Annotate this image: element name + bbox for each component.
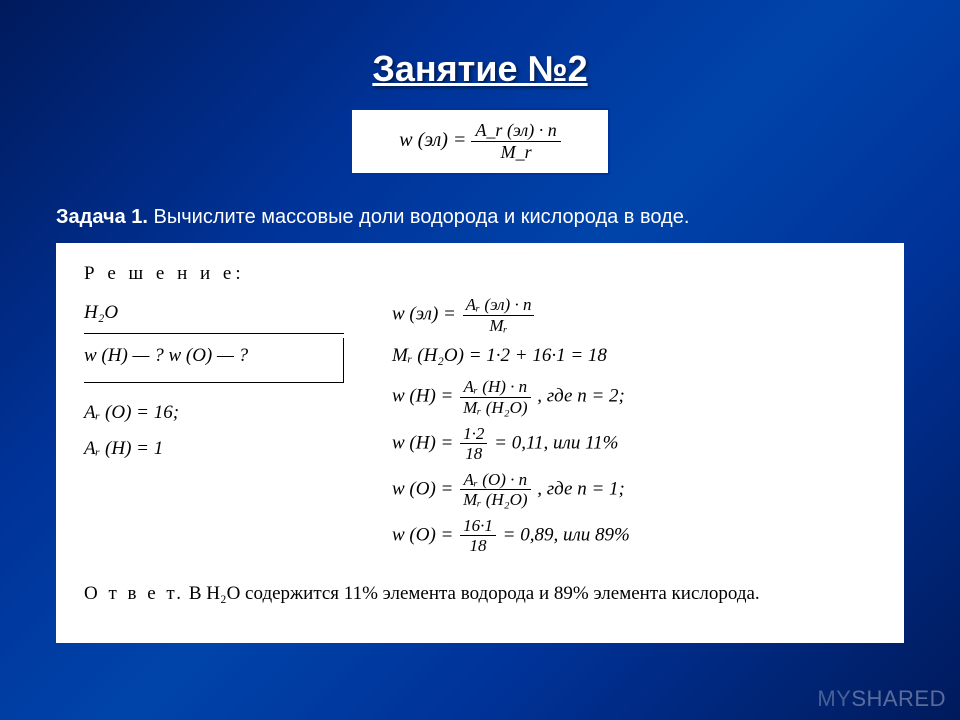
calc-line-5: w (O) = Aᵣ (O) · n Mᵣ (H₂O) , где n = 1; [392,470,876,510]
ar-oxygen: Aᵣ (O) = 16; [84,395,344,431]
main-formula: w (эл) = A_r (эл) · n M_r [350,108,610,175]
ar-hydrogen: Aᵣ (H) = 1 [84,431,344,467]
answer-label: О т в е т. [84,583,184,604]
formula-fraction: A_r (эл) · n M_r [471,120,560,163]
answer-text: В H₂O содержится 11% элемента водорода и… [189,583,760,604]
l5-tail: , где n = 1; [537,478,625,499]
formula-numerator: A_r (эл) · n [471,120,560,142]
l1-lhs: w (эл) = [392,303,456,324]
calc-line-6: w (O) = 16·1 18 = 0,89, или 89% [392,516,876,556]
formula-lhs: w (эл) = [399,129,466,151]
l1-num: Aᵣ (эл) · n [463,295,535,316]
l6-tail: = 0,89, или 89% [503,524,630,545]
l6-frac: 16·1 18 [460,516,496,556]
l3-lhs: w (H) = [392,386,453,407]
l5-frac: Aᵣ (O) · n Mᵣ (H₂O) [460,470,530,510]
calc-line-1: w (эл) = Aᵣ (эл) · n Mᵣ [392,295,876,335]
answer-block: О т в е т. В H₂O содержится 11% элемента… [84,580,876,609]
l4-num: 1·2 [460,424,487,445]
solution-header: Р е ш е н и е: [84,263,876,285]
l5-lhs: w (O) = [392,478,453,499]
l5-den: Mᵣ (H₂O) [460,490,530,510]
watermark: MYSHARED [817,686,946,712]
slide-title: Занятие №2 [0,0,960,90]
l4-frac: 1·2 18 [460,424,487,464]
l4-lhs: w (H) = [392,432,453,453]
l3-num: Aᵣ (H) · n [460,377,530,398]
l5-num: Aᵣ (O) · n [460,470,530,491]
find-line: w (H) — ? w (O) — ? [84,338,344,383]
problem-label: Задача 1. [56,206,148,228]
l3-den: Mᵣ (H₂O) [460,398,530,418]
given-section: H₂O w (H) — ? w (O) — ? Aᵣ (O) = 16; Aᵣ … [84,295,344,562]
problem-statement: Задача 1. Вычислите массовые доли водоро… [56,203,904,231]
formula-denominator: M_r [471,142,560,163]
l1-frac: Aᵣ (эл) · n Mᵣ [463,295,535,335]
solution-panel: Р е ш е н и е: H₂O w (H) — ? w (O) — ? A… [56,243,904,643]
given-compound: H₂O [84,295,344,334]
l4-tail: = 0,11, или 11% [494,432,618,453]
problem-text: Вычислите массовые доли водорода и кисло… [154,206,690,228]
l6-num: 16·1 [460,516,496,537]
calc-line-2: Mᵣ (H₂O) = 1·2 + 16·1 = 18 [392,341,876,371]
l6-lhs: w (O) = [392,524,453,545]
solution-body: H₂O w (H) — ? w (O) — ? Aᵣ (O) = 16; Aᵣ … [84,295,876,562]
l3-frac: Aᵣ (H) · n Mᵣ (H₂O) [460,377,530,417]
calculation-section: w (эл) = Aᵣ (эл) · n Mᵣ Mᵣ (H₂O) = 1·2 +… [392,295,876,562]
calc-line-4: w (H) = 1·2 18 = 0,11, или 11% [392,424,876,464]
l4-den: 18 [460,444,487,464]
calc-line-3: w (H) = Aᵣ (H) · n Mᵣ (H₂O) , где n = 2; [392,377,876,417]
l3-tail: , где n = 2; [537,386,625,407]
l6-den: 18 [460,536,496,556]
l1-den: Mᵣ [463,316,535,336]
